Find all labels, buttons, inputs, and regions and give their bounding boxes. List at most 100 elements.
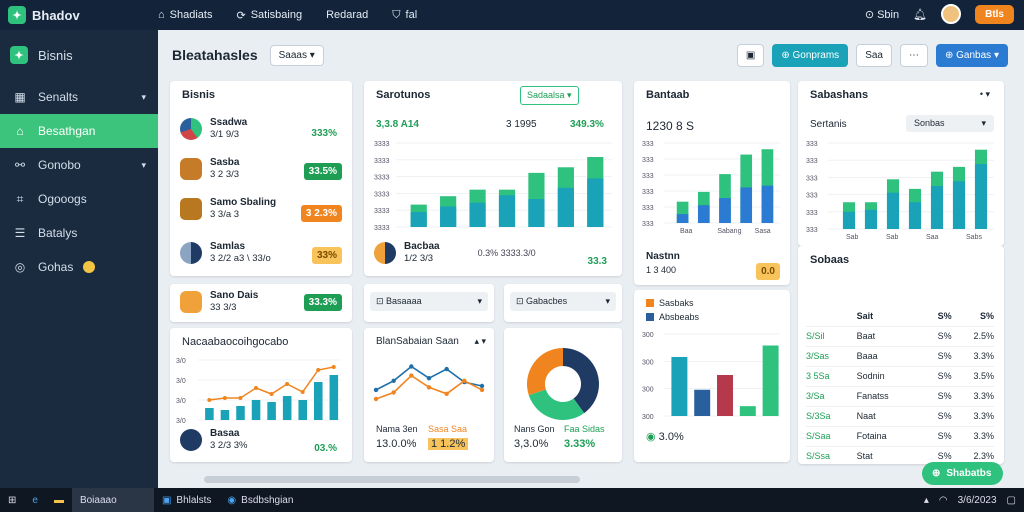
search-icon: ⊙: [864, 8, 875, 21]
grid-icon: ▦: [14, 90, 26, 104]
sidebar-item-2[interactable]: ⚯ Gonobo ▾: [0, 148, 158, 182]
metric-label: Nama 3en: [376, 424, 418, 434]
list-item[interactable]: Samo Sbaling 3 3/a 3: [180, 197, 342, 221]
value-badge: 33%: [311, 247, 342, 264]
table-row[interactable]: Sait S% S%: [806, 306, 994, 327]
row-code: S/Sil: [806, 326, 857, 347]
tray-up-icon[interactable]: ▴: [923, 494, 929, 506]
line-point: [479, 383, 485, 389]
layout-button[interactable]: ▣: [736, 43, 765, 67]
list-item[interactable]: Ssadwa 3/1 9/3: [180, 117, 342, 141]
logo-icon: ✦: [10, 46, 28, 64]
floating-action-button[interactable]: ⊕ Shabatbs: [922, 462, 1004, 485]
table-row[interactable]: 3 5Sa Sodnin S% 3.5%: [806, 366, 994, 387]
line-point: [269, 392, 274, 396]
table-row[interactable]: S/Ssa Stat S% 2.3%: [806, 446, 994, 464]
bar: [952, 181, 966, 229]
filter-select[interactable]: ⊡ Gabacbes ▾: [510, 292, 616, 311]
wifi-icon[interactable]: ◠: [938, 494, 948, 506]
bell-icon[interactable]: 🔔︎: [913, 8, 928, 21]
table-cell: 3.5%: [951, 366, 994, 387]
line-point: [391, 390, 396, 395]
profile-button[interactable]: Btls: [975, 4, 1014, 24]
bottle-icon: [180, 158, 202, 180]
search-button[interactable]: ⊙ Sbin: [864, 8, 900, 21]
table-row[interactable]: S/Saa Fotaina S% 3.3%: [806, 426, 994, 447]
list-item[interactable]: Basaa 3 2/3 3%: [180, 428, 342, 452]
card-line-chart: BlanSabaian Saan ▴ ▾ Nama 3en 13.0.0% Sa…: [364, 328, 494, 462]
taskbar-app-3[interactable]: ◉ Bsdbshgian: [227, 494, 294, 506]
sidebar-item-4[interactable]: ☰ Batalys: [0, 216, 158, 250]
table-row[interactable]: S/3Sa Naat S% 3.3%: [806, 406, 994, 427]
metric-value: 3.33%: [564, 438, 596, 450]
line-point: [462, 378, 467, 383]
table-row[interactable]: 3/Sas Baaa S% 3.3%: [806, 346, 994, 367]
more-icon[interactable]: • ▾: [979, 89, 990, 99]
y-tick-label: 3333: [374, 225, 390, 231]
sidebar-item-5[interactable]: ◎ Gohas: [0, 250, 158, 284]
y-tick-label: 3333: [374, 158, 390, 165]
card-dropdown[interactable]: Sadaalsa ▾: [520, 86, 579, 105]
table-row[interactable]: S/Sil Baat S% 2.5%: [806, 326, 994, 347]
taskbar: ⊞ e ▬ Boiaaao ▣ Bhlalsts ◉ Bsdbshgian ▴ ◠ …: [0, 488, 1024, 512]
taskbar-app-2[interactable]: ▣ Bhlalsts: [161, 494, 212, 506]
bar: [298, 400, 307, 420]
export-button[interactable]: ⊕ Ganbas ▾: [935, 43, 1008, 67]
avatar[interactable]: [941, 4, 962, 24]
table-cell: Sodnin: [856, 366, 923, 387]
view-select[interactable]: Saaas ▾: [269, 44, 324, 66]
line-point: [373, 396, 379, 402]
bar: [842, 211, 856, 229]
y-tick-label: 300: [642, 359, 654, 366]
card-list: Bisnis Ssadwa 3/1 9/3 333% Sasba 3 2 3/3 3…: [170, 81, 352, 276]
period-select[interactable]: Sonbas ▾: [906, 115, 994, 132]
table-cell: 3.3%: [951, 386, 994, 407]
table-row[interactable]: 3/Sa Fanatss S% 3.3%: [806, 386, 994, 407]
nav-item-reports[interactable]: Redarad: [326, 9, 369, 21]
card-pie: Nans Gon 3,3.0% Faa Sidas 3.33%: [504, 328, 622, 462]
list-item[interactable]: Samlas 3 2/2 a3 \ 33/o: [180, 241, 342, 265]
bar: [974, 164, 988, 229]
taskbar-app-1[interactable]: Boiaaao: [71, 488, 154, 512]
stat-count: 3 1995: [506, 119, 537, 130]
legend-item: Sasbaks: [646, 298, 694, 308]
card-table: Sobaas Sait S% S% S/Sil Baat S% 2.5% 3/Sas Baaa S…: [798, 246, 1004, 464]
table-cell: 3.3%: [951, 346, 994, 367]
bar: [528, 199, 545, 227]
notification-icon[interactable]: ▢: [1006, 494, 1016, 506]
compare-button[interactable]: ⊕ Gonprams: [772, 43, 849, 67]
y-tick-label: 333: [806, 193, 818, 200]
card-subtitle: Sertanis: [810, 119, 847, 130]
sidebar-item-1[interactable]: ⌂ Besathgan: [0, 114, 158, 148]
filter-select[interactable]: ⊡ Basaaaa ▾: [370, 292, 488, 311]
sidebar-item-3[interactable]: ⌗ Ogooogs: [0, 182, 158, 216]
y-tick-label: 333: [806, 227, 818, 234]
box-icon: [180, 291, 202, 313]
list-item[interactable]: Sasba 3 2 3/3: [180, 157, 342, 181]
plus-icon: ⊕: [944, 49, 954, 61]
balance-value: 1230 8 S: [646, 119, 695, 133]
brand[interactable]: ✦ Bhadov: [0, 6, 158, 24]
nav-item-dashboard[interactable]: ⌂ Shadiats: [158, 9, 213, 21]
nav-item-settings[interactable]: ⟳ Satisbaing: [236, 9, 303, 22]
y-tick-label: 333: [642, 157, 654, 164]
table-cell: S%: [922, 446, 952, 464]
folder-icon[interactable]: ▬: [53, 494, 64, 506]
nav-item-extra[interactable]: ⛉ fal: [392, 8, 418, 22]
legend-item: Absbeabs: [646, 312, 699, 322]
start-icon[interactable]: ⊞: [8, 494, 17, 506]
list-item[interactable]: Sano Dais 33 3/3: [180, 290, 342, 314]
card-title: Nacaabaocoihgocabo: [182, 336, 289, 348]
list-item[interactable]: Bacbaa 1/2 3/3 0.3% 3333.3/0: [374, 241, 614, 265]
bar: [587, 178, 604, 227]
row-code: 3 5Sa: [806, 366, 857, 387]
save-button[interactable]: Saa: [856, 43, 892, 67]
bird-icon: [180, 429, 202, 451]
horizontal-scrollbar[interactable]: [204, 476, 580, 483]
line-point: [253, 386, 258, 390]
more-button[interactable]: ⋯: [899, 43, 928, 67]
chevron-down-icon[interactable]: ▴ ▾: [474, 336, 486, 346]
sidebar-item-0[interactable]: ▦ Senalts ▾: [0, 80, 158, 114]
browser-icon[interactable]: e: [32, 494, 38, 506]
y-tick-label: 3/0: [176, 358, 186, 365]
